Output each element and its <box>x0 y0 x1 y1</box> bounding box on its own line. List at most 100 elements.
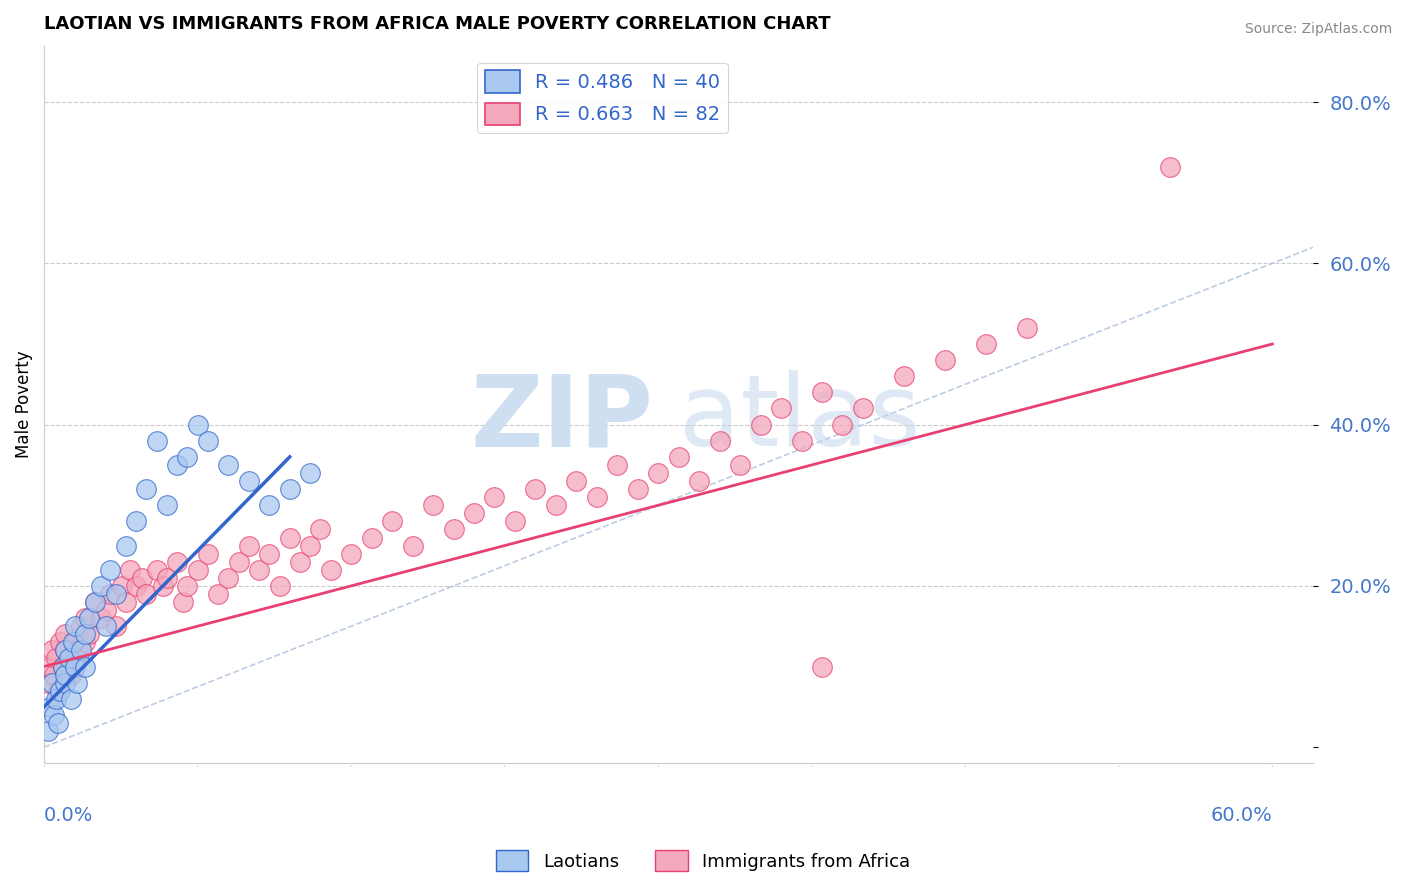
Point <box>278 531 301 545</box>
Point <box>125 515 148 529</box>
Point <box>115 595 138 609</box>
Point <box>463 506 485 520</box>
Point <box>45 651 67 665</box>
Point <box>104 619 127 633</box>
Text: 0.0%: 0.0% <box>44 806 93 825</box>
Point <box>51 659 73 673</box>
Point <box>125 579 148 593</box>
Point <box>299 466 322 480</box>
Point <box>90 611 112 625</box>
Point <box>893 369 915 384</box>
Point <box>974 337 997 351</box>
Point <box>59 691 82 706</box>
Point <box>120 563 142 577</box>
Point <box>37 675 59 690</box>
Point <box>668 450 690 464</box>
Point <box>627 482 650 496</box>
Point <box>77 611 100 625</box>
Point <box>340 547 363 561</box>
Point <box>484 490 506 504</box>
Point <box>94 619 117 633</box>
Point <box>309 523 332 537</box>
Point <box>53 643 76 657</box>
Point <box>156 571 179 585</box>
Point <box>197 547 219 561</box>
Point <box>63 651 86 665</box>
Point <box>299 539 322 553</box>
Point <box>49 683 72 698</box>
Point <box>811 659 834 673</box>
Legend: Laotians, Immigrants from Africa: Laotians, Immigrants from Africa <box>489 843 917 879</box>
Text: 60.0%: 60.0% <box>1211 806 1272 825</box>
Point <box>145 434 167 448</box>
Point <box>172 595 194 609</box>
Point <box>70 619 93 633</box>
Point <box>176 450 198 464</box>
Point <box>319 563 342 577</box>
Point <box>606 458 628 472</box>
Point <box>84 595 107 609</box>
Legend: R = 0.486   N = 40, R = 0.663   N = 82: R = 0.486 N = 40, R = 0.663 N = 82 <box>477 62 728 133</box>
Point <box>53 667 76 681</box>
Text: atlas: atlas <box>679 370 921 467</box>
Point <box>197 434 219 448</box>
Point <box>53 627 76 641</box>
Point <box>238 474 260 488</box>
Point <box>44 707 66 722</box>
Point <box>98 563 121 577</box>
Point <box>51 659 73 673</box>
Point <box>111 579 134 593</box>
Point <box>749 417 772 432</box>
Point <box>585 490 607 504</box>
Point <box>811 385 834 400</box>
Point <box>207 587 229 601</box>
Point <box>37 724 59 739</box>
Point <box>360 531 382 545</box>
Point <box>1015 321 1038 335</box>
Point <box>228 555 250 569</box>
Text: ZIP: ZIP <box>471 370 654 467</box>
Point <box>104 587 127 601</box>
Point <box>53 643 76 657</box>
Point <box>1159 160 1181 174</box>
Point <box>45 691 67 706</box>
Point <box>709 434 731 448</box>
Point <box>166 555 188 569</box>
Point <box>934 353 956 368</box>
Point <box>524 482 547 496</box>
Point <box>135 482 157 496</box>
Point <box>381 515 404 529</box>
Point <box>98 587 121 601</box>
Point <box>401 539 423 553</box>
Point <box>217 458 239 472</box>
Point <box>565 474 588 488</box>
Point <box>73 659 96 673</box>
Point <box>688 474 710 488</box>
Point <box>41 675 63 690</box>
Point <box>259 547 281 561</box>
Point <box>728 458 751 472</box>
Point <box>90 579 112 593</box>
Point <box>58 651 80 665</box>
Y-axis label: Male Poverty: Male Poverty <box>15 351 32 458</box>
Point <box>176 579 198 593</box>
Point <box>131 571 153 585</box>
Point <box>66 675 89 690</box>
Point <box>63 635 86 649</box>
Point <box>217 571 239 585</box>
Point <box>135 587 157 601</box>
Point <box>443 523 465 537</box>
Point <box>187 563 209 577</box>
Point <box>58 659 80 673</box>
Point <box>62 635 84 649</box>
Point <box>503 515 526 529</box>
Point <box>53 675 76 690</box>
Point <box>156 498 179 512</box>
Point <box>48 683 70 698</box>
Point <box>269 579 291 593</box>
Point <box>73 611 96 625</box>
Point <box>831 417 853 432</box>
Point <box>422 498 444 512</box>
Point <box>278 482 301 496</box>
Point <box>77 627 100 641</box>
